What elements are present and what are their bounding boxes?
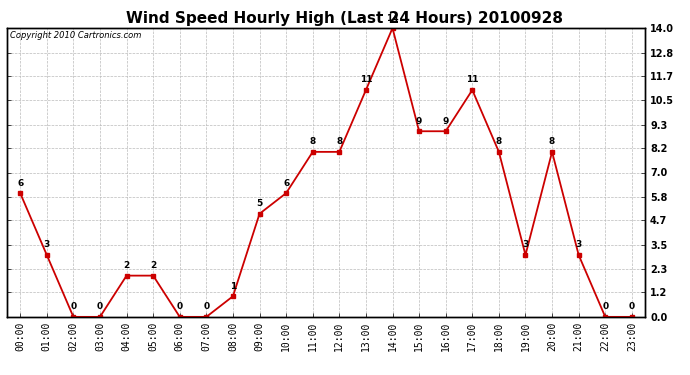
Text: 2: 2 <box>124 261 130 270</box>
Text: 0: 0 <box>602 302 609 311</box>
Text: 3: 3 <box>43 240 50 249</box>
Text: 3: 3 <box>522 240 529 249</box>
Text: 1: 1 <box>230 282 236 291</box>
Text: 0: 0 <box>97 302 103 311</box>
Text: 11: 11 <box>359 75 372 84</box>
Text: 8: 8 <box>549 137 555 146</box>
Text: Wind Speed Hourly High (Last 24 Hours) 20100928: Wind Speed Hourly High (Last 24 Hours) 2… <box>126 11 564 26</box>
Text: 9: 9 <box>442 117 449 126</box>
Text: 11: 11 <box>466 75 479 84</box>
Text: 3: 3 <box>575 240 582 249</box>
Text: 6: 6 <box>17 178 23 188</box>
Text: 8: 8 <box>336 137 342 146</box>
Text: 0: 0 <box>629 302 635 311</box>
Text: 2: 2 <box>150 261 157 270</box>
Text: 14: 14 <box>386 13 399 22</box>
Text: 8: 8 <box>310 137 316 146</box>
Text: 0: 0 <box>177 302 183 311</box>
Text: 0: 0 <box>204 302 210 311</box>
Text: 0: 0 <box>70 302 77 311</box>
Text: Copyright 2010 Cartronics.com: Copyright 2010 Cartronics.com <box>10 31 141 40</box>
Text: 9: 9 <box>416 117 422 126</box>
Text: 8: 8 <box>495 137 502 146</box>
Text: 5: 5 <box>257 199 263 208</box>
Text: 6: 6 <box>283 178 289 188</box>
